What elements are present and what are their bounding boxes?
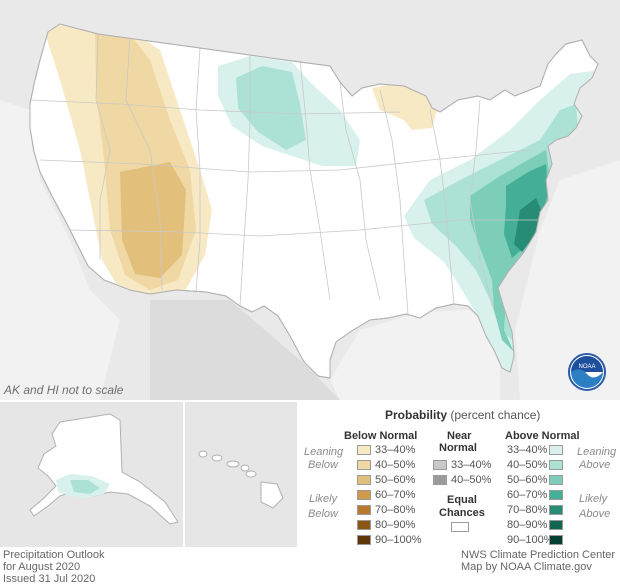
above-swatch-3 [549, 490, 563, 500]
above-swatch-5 [549, 520, 563, 530]
near-normal-header-1: Near [447, 430, 472, 442]
below-50-60-region [120, 162, 186, 278]
likely-below-label-2: Below [308, 508, 338, 520]
leaning-above-label-1: Leaning [577, 446, 617, 458]
leaning-below-label-2: Below [308, 459, 338, 471]
footer-left: Precipitation Outlook for August 2020 Is… [3, 549, 105, 585]
likely-above-label-1: Likely [579, 493, 608, 505]
near-swatch-1 [433, 475, 447, 485]
near-normal-header-2: Normal [439, 442, 477, 454]
pacific-water [0, 100, 120, 400]
below-label-2: 50–60% [375, 474, 416, 486]
near-label-0: 33–40% [451, 459, 492, 471]
above-swatch-1 [549, 460, 563, 470]
alaska-map [29, 413, 179, 525]
above-label-6: 90–100% [507, 534, 554, 546]
above-40-50-dakotas [236, 66, 306, 150]
below-label-1: 40–50% [375, 459, 416, 471]
below-swatch-1 [357, 460, 371, 470]
noaa-logo: NOAA [568, 353, 606, 391]
below-normal-header: Below Normal [344, 430, 418, 442]
likely-above-label-2: Above [579, 508, 611, 520]
conus-map: NOAA [0, 0, 620, 400]
above-swatch-6 [549, 535, 563, 545]
state-borders [30, 33, 540, 315]
footer-right: NWS Climate Prediction Center Map by NOA… [461, 549, 615, 573]
hawaii-inset [185, 402, 297, 547]
near-swatch-0 [433, 460, 447, 470]
above-label-1: 40–50% [507, 459, 548, 471]
near-label-1: 40–50% [451, 474, 492, 486]
above-label-0: 33–40% [507, 444, 548, 456]
below-swatch-6 [357, 535, 371, 545]
alaska-inset [0, 402, 183, 547]
above-normal-header: Above Normal [505, 430, 580, 442]
above-label-5: 80–90% [507, 519, 548, 531]
noaa-logo-text: NOAA [578, 364, 595, 370]
below-label-5: 80–90% [375, 519, 416, 531]
footer-title: Precipitation Outlook [3, 549, 105, 561]
footer-credit: Map by NOAA Climate.gov [461, 561, 592, 573]
atlantic-water [515, 160, 620, 400]
footer-period: for August 2020 [3, 561, 81, 573]
leaning-below-label-1: Leaning [304, 446, 344, 458]
below-swatch-5 [357, 520, 371, 530]
leaning-above-label-2: Above [579, 459, 611, 471]
above-label-4: 70–80% [507, 504, 548, 516]
equal-chances-swatch [451, 522, 469, 532]
legend-title: Probability (percent chance) [385, 408, 540, 422]
below-label-4: 70–80% [375, 504, 416, 516]
below-swatch-0 [357, 445, 371, 455]
above-70-80-east [514, 198, 542, 252]
footer-issued: Issued 31 Jul 2020 [3, 573, 96, 585]
above-label-3: 60–70% [507, 489, 548, 501]
above-swatch-4 [549, 505, 563, 515]
equal-chances-label-2: Chances [439, 507, 485, 519]
above-label-2: 50–60% [507, 474, 548, 486]
below-michigan-region [372, 84, 440, 130]
mexico-land [150, 300, 340, 400]
below-label-0: 33–40% [375, 444, 416, 456]
below-swatch-2 [357, 475, 371, 485]
alaska-above-40-50 [70, 480, 100, 494]
below-swatch-3 [357, 490, 371, 500]
likely-below-label-1: Likely [309, 493, 338, 505]
below-label-6: 90–100% [375, 534, 422, 546]
legend-title-rest: (percent chance) [450, 408, 541, 422]
below-label-3: 60–70% [375, 489, 416, 501]
below-swatch-4 [357, 505, 371, 515]
footer-source: NWS Climate Prediction Center [461, 549, 616, 561]
gulf-water [330, 310, 500, 400]
legend-panel: Probability (percent chance) Below Norma… [299, 402, 620, 547]
hawaii-map [198, 450, 284, 509]
equal-chances-label-1: Equal [447, 494, 477, 506]
above-swatch-0 [549, 445, 563, 455]
conus-map-svg: NOAA [0, 23, 620, 400]
scale-note: AK and HI not to scale [4, 383, 124, 397]
legend-title-bold: Probability [385, 408, 448, 422]
above-swatch-2 [549, 475, 563, 485]
